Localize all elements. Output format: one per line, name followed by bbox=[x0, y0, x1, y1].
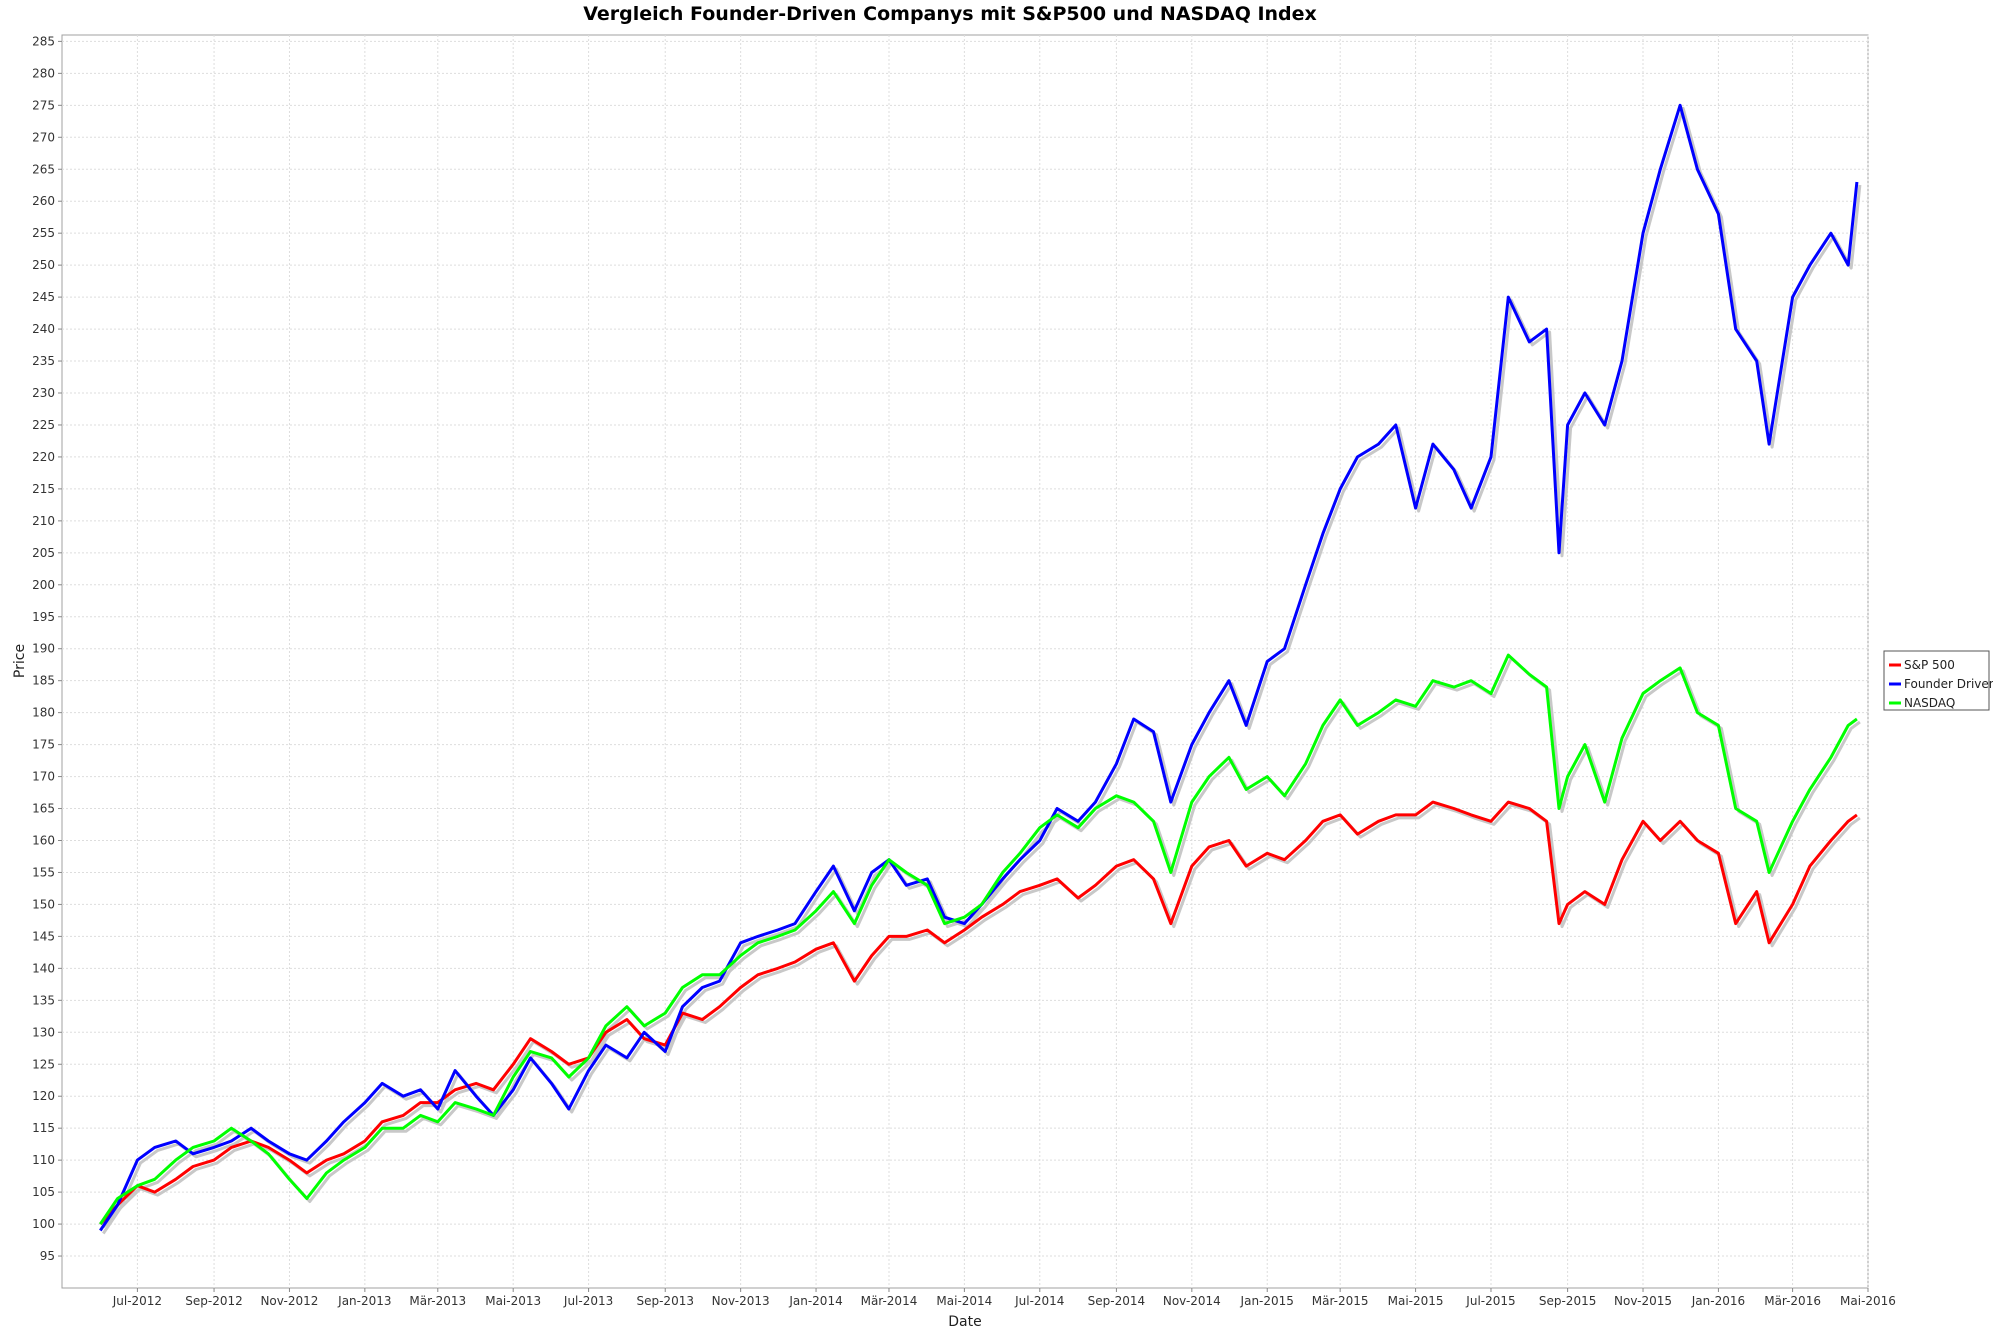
y-tick-label: 190 bbox=[32, 642, 55, 656]
y-tick-label: 115 bbox=[32, 1121, 55, 1135]
y-tick-label: 250 bbox=[32, 258, 55, 272]
x-tick-label: Nov-2015 bbox=[1614, 1294, 1672, 1308]
y-tick-label: 195 bbox=[32, 610, 55, 624]
x-tick-label: Jul-2013 bbox=[563, 1294, 613, 1308]
x-tick-label: Mai-2015 bbox=[1388, 1294, 1444, 1308]
legend-label: Founder Driven bbox=[1904, 677, 1993, 691]
y-tick-label: 170 bbox=[32, 770, 55, 784]
y-tick-label: 255 bbox=[32, 226, 55, 240]
y-tick-label: 130 bbox=[32, 1025, 55, 1039]
x-tick-label: Jan-2013 bbox=[337, 1294, 391, 1308]
x-tick-label: Mai-2014 bbox=[936, 1294, 992, 1308]
y-tick-label: 185 bbox=[32, 674, 55, 688]
y-tick-label: 125 bbox=[32, 1057, 55, 1071]
x-tick-label: Sep-2012 bbox=[185, 1294, 243, 1308]
legend-label: NASDAQ bbox=[1904, 696, 1955, 710]
y-tick-label: 230 bbox=[32, 386, 55, 400]
x-tick-label: Sep-2015 bbox=[1539, 1294, 1597, 1308]
y-tick-label: 105 bbox=[32, 1185, 55, 1199]
y-tick-label: 265 bbox=[32, 162, 55, 176]
series-line-s-p-500 bbox=[99, 800, 1858, 1226]
series-shadow-3 bbox=[102, 656, 1861, 1228]
series-line-founder-driven bbox=[99, 103, 1859, 1232]
x-tick-label: Mär-2016 bbox=[1764, 1294, 1821, 1308]
x-tick-label: Nov-2014 bbox=[1163, 1294, 1221, 1308]
y-tick-label: 140 bbox=[32, 961, 55, 975]
y-tick-label: 270 bbox=[32, 130, 55, 144]
x-tick-label: Sep-2014 bbox=[1088, 1294, 1146, 1308]
y-tick-label: 145 bbox=[32, 929, 55, 943]
y-tick-label: 260 bbox=[32, 194, 55, 208]
series-lines bbox=[99, 103, 1862, 1235]
legend-label: S&P 500 bbox=[1904, 658, 1955, 672]
y-axis-title: Price bbox=[12, 644, 28, 678]
x-tick-label: Mär-2013 bbox=[409, 1294, 466, 1308]
y-tick-label: 280 bbox=[32, 66, 55, 80]
x-tick-label: Mär-2014 bbox=[861, 1294, 918, 1308]
y-tick-label: 275 bbox=[32, 98, 55, 112]
legend: S&P 500 Founder Driven NASDAQ bbox=[1883, 650, 1993, 711]
series-line-nasdaq bbox=[99, 653, 1858, 1225]
chart-title: Vergleich Founder-Driven Companys mit S&… bbox=[583, 3, 1317, 25]
y-tick-label: 155 bbox=[32, 865, 55, 879]
y-tick-label: 220 bbox=[32, 450, 55, 464]
y-tick-label: 120 bbox=[32, 1089, 55, 1103]
x-tick-label: Mai-2016 bbox=[1840, 1294, 1896, 1308]
y-tick-label: 95 bbox=[40, 1249, 55, 1263]
y-tick-label: 150 bbox=[32, 897, 55, 911]
x-tick-label: Sep-2013 bbox=[636, 1294, 694, 1308]
y-tick-label: 100 bbox=[32, 1217, 55, 1231]
x-tick-label: Jan-2014 bbox=[788, 1294, 842, 1308]
y-tick-label: 210 bbox=[32, 514, 55, 528]
x-tick-label: Nov-2013 bbox=[712, 1294, 770, 1308]
y-tick-label: 135 bbox=[32, 993, 55, 1007]
series-shadow-1 bbox=[102, 803, 1861, 1229]
y-tick-label: 285 bbox=[32, 34, 55, 48]
y-tick-label: 180 bbox=[32, 706, 55, 720]
plot-area bbox=[61, 34, 1869, 1289]
y-tick-label: 110 bbox=[32, 1153, 55, 1167]
x-axis-title: Date bbox=[948, 1314, 981, 1330]
x-tick-label: Jul-2014 bbox=[1014, 1294, 1064, 1308]
legend-box bbox=[1883, 650, 1990, 711]
x-tick-label: Jul-2012 bbox=[112, 1294, 162, 1308]
x-tick-label: Mär-2015 bbox=[1312, 1294, 1369, 1308]
x-tick-label: Jul-2015 bbox=[1465, 1294, 1515, 1308]
y-tick-label: 215 bbox=[32, 482, 55, 496]
y-tick-label: 205 bbox=[32, 546, 55, 560]
x-tick-label: Jan-2015 bbox=[1240, 1294, 1294, 1308]
x-tick-label: Jan-2016 bbox=[1691, 1294, 1745, 1308]
y-tick-label: 240 bbox=[32, 322, 55, 336]
y-tick-label: 175 bbox=[32, 738, 55, 752]
y-tick-label: 245 bbox=[32, 290, 55, 304]
y-tick-label: 225 bbox=[32, 418, 55, 432]
y-tick-label: 160 bbox=[32, 834, 55, 848]
y-tick-label: 200 bbox=[32, 578, 55, 592]
x-tick-label: Nov-2012 bbox=[260, 1294, 318, 1308]
y-tick-label: 165 bbox=[32, 802, 55, 816]
axes: 95 100 105 110 115 120 125 130 135 140 145 150 155 16… bbox=[32, 34, 1896, 1308]
y-tick-label: 235 bbox=[32, 354, 55, 368]
x-tick-label: Mai-2013 bbox=[485, 1294, 541, 1308]
